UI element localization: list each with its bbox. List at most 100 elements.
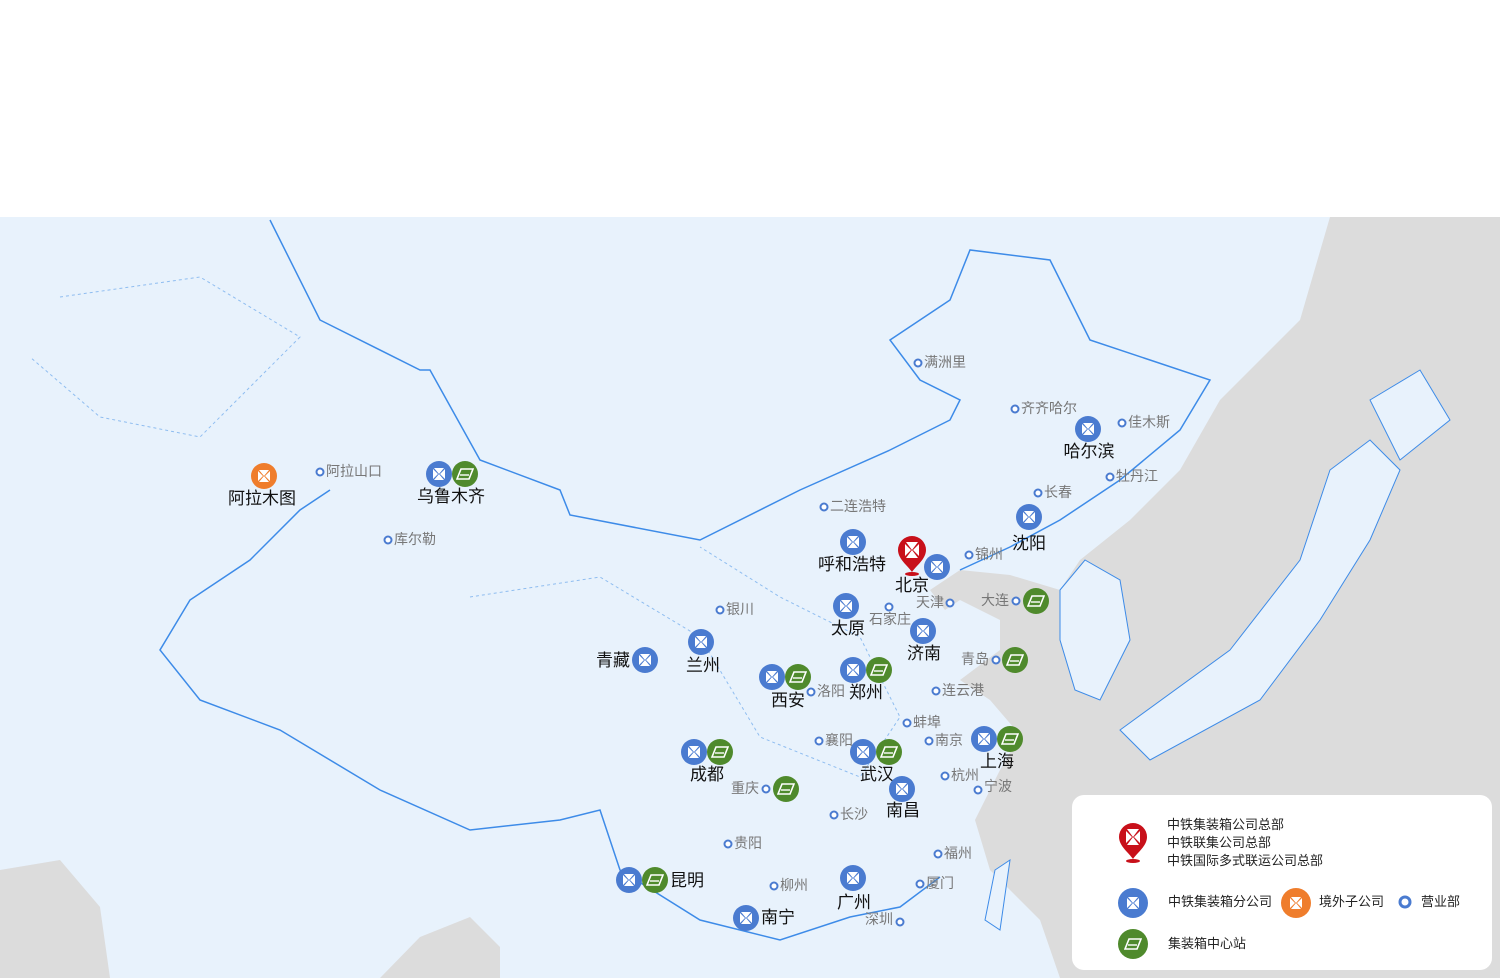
city-label: 兰州 (686, 656, 720, 676)
city-label: 沈阳 (1012, 534, 1046, 554)
city-label: 上海 (980, 752, 1014, 772)
city-label: 郑州 (849, 683, 883, 703)
office-marker[interactable] (915, 879, 925, 889)
city-label: 北京 (895, 576, 929, 596)
city-label: 重庆 (731, 781, 759, 797)
branch-marker[interactable] (1075, 416, 1101, 442)
branch-marker[interactable] (759, 664, 785, 690)
city-label: 武汉 (860, 765, 894, 785)
branch-marker[interactable] (910, 618, 936, 644)
station-marker[interactable] (1002, 647, 1028, 673)
station-marker[interactable] (866, 657, 892, 683)
station-glyph-icon (789, 671, 807, 683)
city-label: 锦州 (975, 547, 1003, 563)
office-marker[interactable] (902, 718, 912, 728)
office-marker[interactable] (315, 467, 325, 477)
city-label: 贵阳 (734, 836, 762, 852)
branch-marker[interactable] (688, 629, 714, 655)
branch-marker[interactable] (889, 776, 915, 802)
office-marker[interactable] (940, 771, 950, 781)
city-label: 银川 (726, 602, 754, 618)
office-marker[interactable] (769, 881, 779, 891)
legend-glyph-icon (1127, 897, 1139, 909)
city-label: 南京 (935, 733, 963, 749)
branch-glyph-icon (847, 536, 859, 548)
city-label: 乌鲁木齐 (417, 487, 485, 507)
office-marker[interactable] (383, 535, 393, 545)
branch-marker[interactable] (632, 647, 658, 673)
map-background[interactable] (0, 217, 1500, 978)
city-label: 牡丹江 (1116, 469, 1158, 485)
legend-branch: 中铁集装箱分公司 (1168, 895, 1273, 910)
city-label: 佳木斯 (1128, 415, 1170, 431)
office-icon (1398, 895, 1412, 909)
office-marker[interactable] (973, 785, 983, 795)
office-marker[interactable] (829, 810, 839, 820)
office-marker[interactable] (806, 687, 816, 697)
office-marker[interactable] (1105, 472, 1115, 482)
office-marker[interactable] (884, 602, 894, 612)
station-marker[interactable] (707, 739, 733, 765)
city-label: 蚌埠 (913, 715, 941, 731)
office-marker[interactable] (913, 358, 923, 368)
branch-glyph-icon (847, 872, 859, 884)
legend-station: 集装箱中心站 (1168, 937, 1247, 952)
station-glyph-icon (880, 746, 898, 758)
office-marker[interactable] (1011, 596, 1021, 606)
city-label: 石家庄 (869, 612, 911, 628)
branch-marker[interactable] (850, 739, 876, 765)
overseas-marker[interactable] (251, 463, 277, 489)
office-marker[interactable] (814, 736, 824, 746)
station-marker[interactable] (997, 726, 1023, 752)
office-marker[interactable] (991, 655, 1001, 665)
city-label: 连云港 (942, 683, 984, 699)
branch-marker[interactable] (840, 529, 866, 555)
station-marker[interactable] (785, 664, 811, 690)
city-label: 哈尔滨 (1063, 442, 1115, 462)
branch-marker[interactable] (426, 461, 452, 487)
legend-office: 营业部 (1421, 895, 1461, 910)
city-label: 柳州 (780, 878, 808, 894)
branch-marker[interactable] (971, 726, 997, 752)
station-marker[interactable] (1023, 588, 1049, 614)
branch-marker[interactable] (840, 865, 866, 891)
office-marker[interactable] (924, 736, 934, 746)
office-marker[interactable] (964, 550, 974, 560)
branch-marker[interactable] (840, 657, 866, 683)
city-label: 襄阳 (825, 733, 853, 749)
city-label: 太原 (831, 619, 865, 639)
city-label: 南昌 (886, 801, 920, 821)
office-marker[interactable] (761, 784, 771, 794)
office-marker[interactable] (945, 598, 955, 608)
office-marker[interactable] (723, 839, 733, 849)
branch-marker[interactable] (616, 867, 642, 893)
station-marker[interactable] (773, 776, 799, 802)
legend-hq-line: 中铁联集公司总部 (1167, 836, 1272, 851)
branch-marker[interactable] (733, 905, 759, 931)
headquarters-marker[interactable] (897, 536, 927, 580)
branch-marker[interactable] (1016, 504, 1042, 530)
city-label: 长沙 (840, 807, 868, 823)
city-label: 洛阳 (817, 684, 845, 700)
office-marker[interactable] (1117, 418, 1127, 428)
office-marker[interactable] (895, 917, 905, 927)
branch-marker[interactable] (681, 739, 707, 765)
legend-hq-line: 中铁集装箱公司总部 (1167, 818, 1285, 833)
office-marker[interactable] (933, 849, 943, 859)
city-label: 阿拉木图 (228, 489, 296, 509)
city-label: 库尔勒 (394, 532, 436, 548)
office-marker[interactable] (1033, 488, 1043, 498)
branch-marker[interactable] (833, 593, 859, 619)
office-marker[interactable] (819, 502, 829, 512)
branch-marker[interactable] (924, 554, 950, 580)
city-label: 满洲里 (924, 355, 966, 371)
station-marker[interactable] (452, 461, 478, 487)
office-marker[interactable] (931, 686, 941, 696)
legend-overseas: 境外子公司 (1319, 895, 1385, 910)
office-marker[interactable] (715, 605, 725, 615)
station-glyph-icon (1027, 595, 1045, 607)
office-marker[interactable] (1010, 404, 1020, 414)
city-label: 杭州 (951, 768, 979, 784)
station-marker[interactable] (876, 739, 902, 765)
station-marker[interactable] (642, 867, 668, 893)
